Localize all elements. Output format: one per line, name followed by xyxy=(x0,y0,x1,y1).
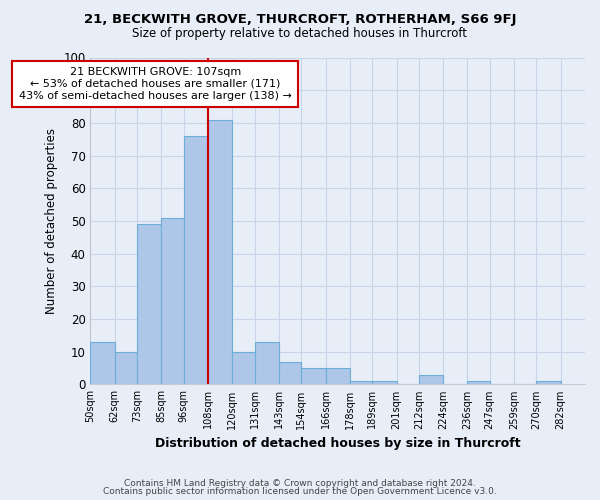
Text: Contains HM Land Registry data © Crown copyright and database right 2024.: Contains HM Land Registry data © Crown c… xyxy=(124,478,476,488)
Bar xyxy=(184,136,208,384)
Bar xyxy=(161,218,184,384)
Text: 21, BECKWITH GROVE, THURCROFT, ROTHERHAM, S66 9FJ: 21, BECKWITH GROVE, THURCROFT, ROTHERHAM… xyxy=(84,12,516,26)
Bar xyxy=(467,381,490,384)
Bar xyxy=(372,381,397,384)
Bar xyxy=(279,362,301,384)
Text: Contains public sector information licensed under the Open Government Licence v3: Contains public sector information licen… xyxy=(103,487,497,496)
Bar xyxy=(137,224,161,384)
Bar xyxy=(301,368,326,384)
Bar xyxy=(350,381,372,384)
Text: Size of property relative to detached houses in Thurcroft: Size of property relative to detached ho… xyxy=(133,28,467,40)
X-axis label: Distribution of detached houses by size in Thurcroft: Distribution of detached houses by size … xyxy=(155,437,521,450)
Bar xyxy=(91,342,115,384)
Text: 21 BECKWITH GROVE: 107sqm
← 53% of detached houses are smaller (171)
43% of semi: 21 BECKWITH GROVE: 107sqm ← 53% of detac… xyxy=(19,68,292,100)
Bar xyxy=(419,374,443,384)
Bar xyxy=(254,342,279,384)
Y-axis label: Number of detached properties: Number of detached properties xyxy=(45,128,58,314)
Bar xyxy=(536,381,560,384)
Bar xyxy=(326,368,350,384)
Bar xyxy=(115,352,137,384)
Bar xyxy=(208,120,232,384)
Bar xyxy=(232,352,254,384)
